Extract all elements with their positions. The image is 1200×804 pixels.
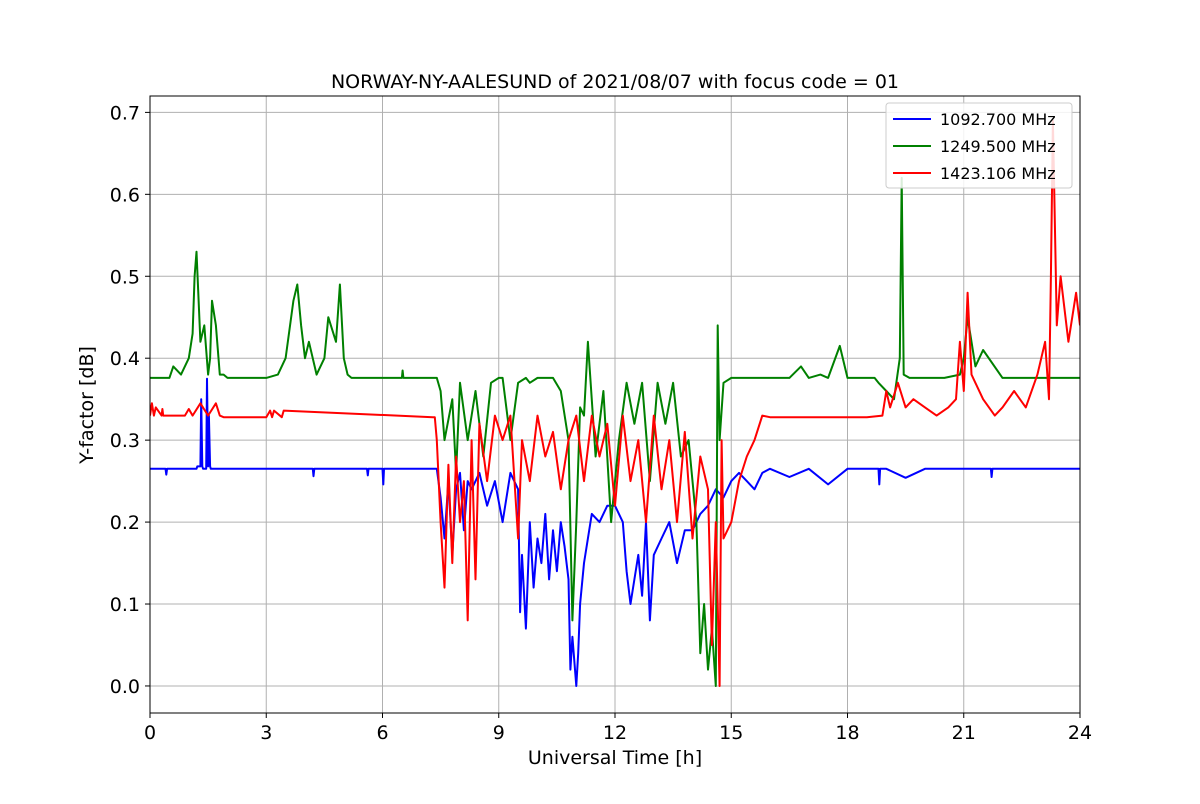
- y-axis-ticks: 0.0 0.1 0.2 0.3 0.4 0.5 0.6 0.7: [110, 102, 150, 698]
- series-lines: [150, 119, 1080, 687]
- x-axis-ticks: 0 3 6 9 12 15 18 21 24: [144, 713, 1092, 744]
- x-tick-label: 9: [493, 722, 505, 744]
- y-tick-label: 0.5: [110, 266, 140, 288]
- legend: 1092.700 MHz 1249.500 MHz 1423.106 MHz: [885, 102, 1073, 189]
- y-tick-label: 0.4: [110, 348, 140, 370]
- x-tick-label: 21: [952, 722, 976, 744]
- y-tick-label: 0.1: [110, 594, 140, 616]
- legend-box: [885, 102, 1073, 189]
- y-tick-label: 0.6: [110, 184, 140, 206]
- x-tick-label: 6: [376, 722, 388, 744]
- x-axis-label: Universal Time [h]: [528, 747, 702, 769]
- x-tick-label: 12: [603, 722, 627, 744]
- y-axis-label: Y-factor [dB]: [76, 346, 98, 465]
- x-tick-label: 18: [835, 722, 859, 744]
- x-tick-label: 0: [144, 722, 156, 744]
- series-line-2: [150, 119, 1080, 687]
- y-tick-label: 0.3: [110, 430, 140, 452]
- x-tick-label: 3: [260, 722, 272, 744]
- x-tick-label: 15: [719, 722, 743, 744]
- y-tick-label: 0.2: [110, 512, 140, 534]
- legend-label-1: 1249.500 MHz: [940, 137, 1056, 156]
- y-tick-label: 0.7: [110, 102, 140, 124]
- chart-title: NORWAY-NY-AALESUND of 2021/08/07 with fo…: [331, 71, 899, 93]
- y-tick-label: 0.0: [110, 676, 140, 698]
- series-line-1: [150, 176, 1080, 687]
- legend-label-2: 1423.106 MHz: [940, 164, 1056, 183]
- x-tick-label: 24: [1068, 722, 1092, 744]
- legend-label-0: 1092.700 MHz: [940, 110, 1056, 129]
- series-line-0: [150, 377, 1080, 687]
